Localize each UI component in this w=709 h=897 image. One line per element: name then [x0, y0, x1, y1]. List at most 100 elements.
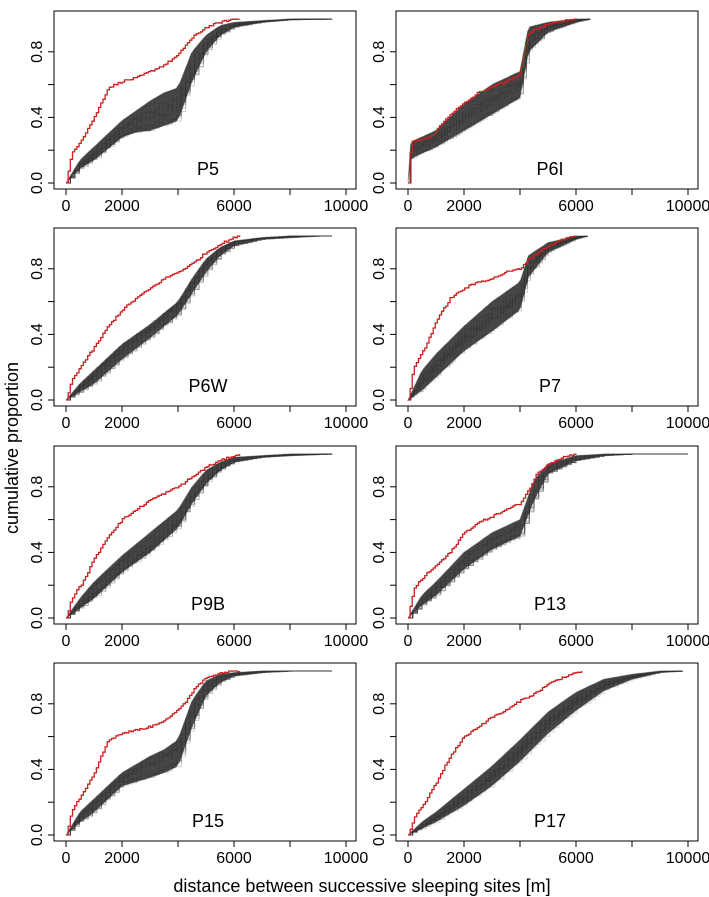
simulated-line — [66, 670, 332, 836]
x-tick-label: 0 — [62, 415, 71, 432]
x-tick-label: 2000 — [446, 633, 482, 650]
simulated-line — [408, 18, 591, 184]
y-tick-label: 0.0 — [371, 607, 388, 629]
x-tick-label: 10000 — [666, 198, 709, 215]
y-tick-label: 0.4 — [371, 758, 388, 780]
y-tick-label: 0.4 — [371, 541, 388, 563]
y-tick-label: 0.8 — [371, 258, 388, 280]
simulated-line — [408, 453, 688, 619]
simulated-line — [408, 235, 588, 401]
simulated-line — [408, 670, 683, 836]
x-tick-label: 10000 — [666, 415, 709, 432]
panel-p6i: 0 2000 6000 10000 0.0 0.4 0.8 P6I — [371, 10, 709, 215]
x-tick-label: 10000 — [666, 633, 709, 650]
y-tick-label: 0.4 — [29, 323, 46, 345]
simulated-line — [66, 453, 333, 619]
simulated-line — [408, 235, 588, 401]
observed-line — [66, 454, 241, 619]
panel-frame — [53, 662, 357, 842]
simulated-line — [408, 670, 683, 836]
simulated-line — [408, 18, 591, 184]
simulated-line — [66, 18, 333, 184]
x-tick-label: 2000 — [104, 198, 140, 215]
simulated-line — [408, 235, 588, 401]
x-tick-label: 0 — [62, 850, 71, 867]
x-tick-label: 6000 — [216, 198, 252, 215]
y-tick-label: 0.4 — [371, 106, 388, 128]
panel-p13: 0 2000 6000 10000 0.0 0.4 0.8 P13 — [371, 445, 709, 650]
simulated-line — [66, 235, 332, 401]
x-tick-label: 10000 — [324, 850, 369, 867]
simulated-band — [406, 235, 588, 402]
x-tick-label: 2000 — [104, 415, 140, 432]
simulated-line — [408, 236, 588, 401]
simulated-line — [66, 670, 332, 836]
observed-line — [66, 235, 241, 401]
simulated-line — [408, 670, 683, 836]
x-tick-label: 10000 — [666, 850, 709, 867]
y-tick-label: 0.0 — [371, 389, 388, 411]
x-tick-label: 0 — [62, 633, 71, 650]
simulated-line — [66, 18, 332, 184]
simulated-line — [66, 235, 332, 401]
simulated-line — [408, 18, 591, 184]
x-tick-label: 10000 — [324, 415, 369, 432]
simulated-line — [66, 670, 332, 836]
simulated-line — [408, 453, 688, 619]
panel-label: P13 — [534, 594, 566, 614]
simulated-band — [65, 18, 333, 184]
panel-frame — [395, 662, 699, 842]
simulated-line — [408, 453, 688, 619]
x-axis-title: distance between successive sleeping sit… — [173, 876, 550, 896]
simulated-band — [65, 235, 332, 401]
simulated-line — [408, 670, 683, 836]
x-tick-label: 2000 — [446, 850, 482, 867]
simulated-line — [66, 453, 332, 619]
x-tick-label: 6000 — [558, 198, 594, 215]
panel-frame — [395, 227, 699, 407]
x-tick-label: 6000 — [216, 415, 252, 432]
panel-label: P5 — [197, 159, 219, 179]
simulated-line — [408, 670, 683, 836]
simulated-line — [408, 236, 588, 401]
simulated-line — [66, 453, 333, 619]
simulated-line — [408, 18, 591, 184]
simulated-line — [66, 18, 333, 184]
y-axis-title: cumulative proportion — [2, 362, 22, 534]
simulated-line — [408, 670, 683, 836]
simulated-line — [66, 670, 332, 836]
panel-label: P6I — [537, 159, 564, 179]
y-tick-label: 0.4 — [29, 541, 46, 563]
simulated-line — [66, 453, 333, 619]
panel-p9b: 0 2000 6000 10000 0.0 0.4 0.8 P9B — [29, 445, 368, 650]
panel-p17: 0 2000 6000 10000 0.0 0.4 0.8 P17 — [371, 662, 709, 867]
simulated-line — [408, 18, 591, 184]
panel-frame — [395, 10, 699, 190]
y-tick-label: 0.4 — [29, 106, 46, 128]
panel-p6w: 0 2000 6000 10000 0.0 0.4 0.8 P6W — [29, 227, 369, 432]
simulated-line — [66, 235, 332, 401]
simulated-line — [408, 670, 683, 836]
simulated-line — [408, 19, 591, 184]
panel-label: P17 — [534, 811, 566, 831]
x-tick-label: 0 — [404, 633, 413, 650]
simulated-band — [407, 453, 688, 619]
simulated-line — [66, 670, 332, 836]
observed-line — [408, 18, 577, 184]
x-tick-label: 0 — [404, 415, 413, 432]
simulated-line — [408, 18, 591, 184]
x-tick-label: 10000 — [324, 198, 369, 215]
simulated-line — [66, 18, 332, 184]
y-tick-label: 0.0 — [29, 607, 46, 629]
simulated-line — [408, 670, 683, 836]
x-tick-label: 6000 — [558, 415, 594, 432]
y-tick-label: 0.8 — [371, 693, 388, 715]
simulated-line — [408, 453, 688, 619]
simulated-line — [408, 236, 588, 401]
x-tick-label: 6000 — [216, 633, 252, 650]
simulated-band — [65, 453, 333, 619]
simulated-line — [66, 453, 332, 619]
y-tick-label: 0.8 — [371, 41, 388, 63]
